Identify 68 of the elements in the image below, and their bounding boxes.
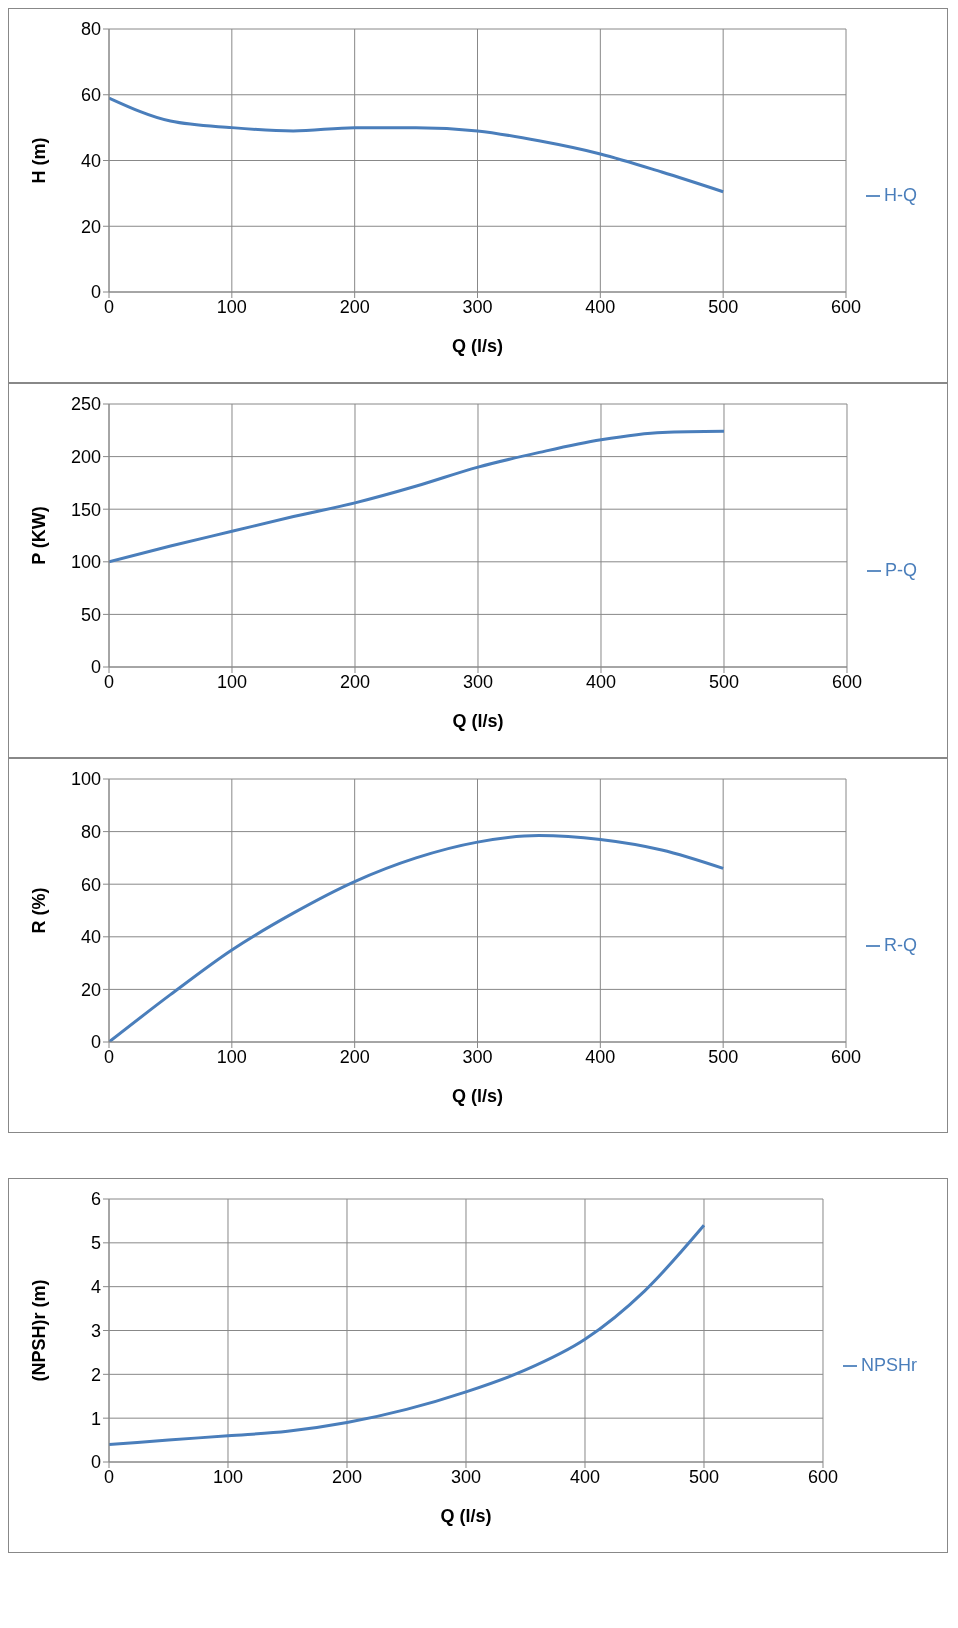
x-tick-label: 0 <box>103 1466 115 1487</box>
x-tick-label: 400 <box>569 1466 601 1487</box>
y-tick-label: 60 <box>80 85 101 106</box>
y-tick-label: 20 <box>80 216 101 237</box>
y-tick-label: 20 <box>80 979 101 1000</box>
y-tick-label: 40 <box>80 927 101 948</box>
line-series <box>109 1223 706 1446</box>
legend-label: R-Q <box>884 935 917 955</box>
y-axis-title: (NPSH)r (m) <box>29 1279 50 1382</box>
y-axis-title: H (m) <box>29 137 50 184</box>
y-tick-label: 80 <box>80 19 101 40</box>
y-tick-label: 0 <box>90 657 101 678</box>
x-tick-label: 400 <box>585 296 616 317</box>
y-tick-label: 0 <box>90 282 101 303</box>
line-series <box>109 834 725 1042</box>
y-tick-label: 4 <box>90 1277 101 1298</box>
x-tick-label: 600 <box>830 1046 862 1067</box>
y-tick-label: 100 <box>70 769 101 790</box>
line-series <box>109 429 726 564</box>
y-axis-title: P (KW) <box>29 506 50 565</box>
x-tick-label: 0 <box>103 296 115 317</box>
y-tick-label: 100 <box>70 552 101 573</box>
x-tick-label: 100 <box>212 1466 244 1487</box>
x-tick-label: 200 <box>339 1046 370 1067</box>
x-tick-label: 300 <box>450 1466 482 1487</box>
y-tick-label: 250 <box>70 394 101 415</box>
x-tick-label: 200 <box>339 671 371 692</box>
y-tick-label: 0 <box>90 1032 101 1053</box>
y-tick-label: 150 <box>70 499 101 520</box>
x-tick-label: 600 <box>830 296 862 317</box>
x-tick-label: 500 <box>708 1046 739 1067</box>
x-tick-label: 300 <box>462 296 493 317</box>
y-tick-label: 1 <box>90 1408 101 1429</box>
y-axis-title: R (%) <box>29 887 50 934</box>
x-tick-label: 100 <box>216 1046 247 1067</box>
x-axis-title: Q (l/s) <box>440 1506 492 1526</box>
x-tick-label: 600 <box>807 1466 839 1487</box>
y-tick-label: 3 <box>90 1320 101 1341</box>
x-axis-title: Q (l/s) <box>451 1086 504 1106</box>
y-tick-label: 2 <box>90 1364 101 1385</box>
legend-label: NPSHr <box>860 1355 917 1375</box>
x-tick-label: 400 <box>585 1046 616 1067</box>
line-series <box>109 96 725 194</box>
x-tick-label: 300 <box>462 671 494 692</box>
y-tick-label: 5 <box>90 1233 101 1254</box>
x-tick-label: 300 <box>462 1046 493 1067</box>
x-axis-title: Q (l/s) <box>452 711 504 731</box>
x-tick-label: 500 <box>688 1466 720 1487</box>
y-tick-label: 50 <box>80 604 101 625</box>
legend-label: P-Q <box>884 560 917 580</box>
x-tick-label: 200 <box>331 1466 363 1487</box>
y-tick-label: 0 <box>90 1452 101 1473</box>
y-tick-label: 80 <box>80 821 101 842</box>
y-tick-label: 200 <box>70 446 101 467</box>
x-tick-label: 100 <box>216 296 247 317</box>
x-tick-label: 100 <box>216 671 248 692</box>
y-tick-label: 60 <box>80 874 101 895</box>
x-tick-label: 200 <box>339 296 370 317</box>
y-tick-label: 40 <box>80 150 101 171</box>
y-tick-label: 6 <box>90 1189 101 1210</box>
x-tick-label: 400 <box>585 671 617 692</box>
legend-label: H-Q <box>884 185 917 205</box>
x-tick-label: 600 <box>831 671 863 692</box>
x-tick-label: 0 <box>103 1046 115 1067</box>
x-tick-label: 0 <box>103 671 115 692</box>
x-tick-label: 500 <box>708 296 739 317</box>
x-axis-title: Q (l/s) <box>451 336 504 356</box>
x-tick-label: 500 <box>708 671 740 692</box>
